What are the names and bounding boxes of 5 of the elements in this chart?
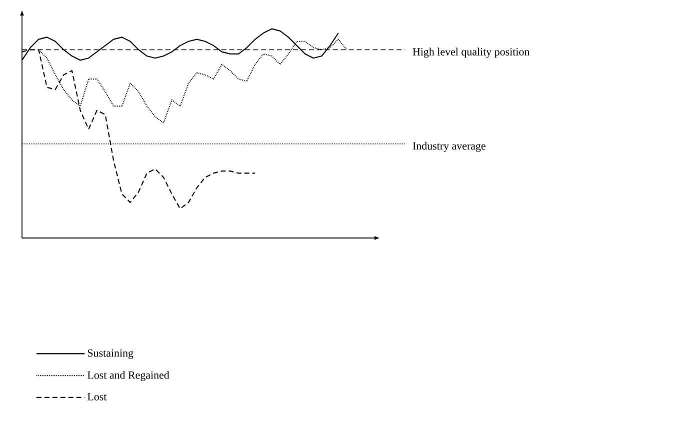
legend-label: Lost [88, 393, 107, 400]
legend-label: Sustaining [88, 349, 134, 359]
legend-label: Lost and Regained [88, 371, 170, 382]
ref-line-label: Industry average [412, 142, 486, 152]
ref-line-label: High level quality position [412, 48, 530, 58]
